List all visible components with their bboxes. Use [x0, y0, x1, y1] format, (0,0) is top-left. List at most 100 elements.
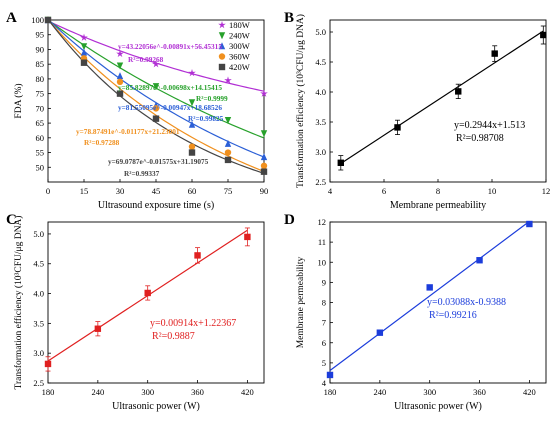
x-tick-label: 240 [91, 387, 104, 397]
y-tick-label: 4.5 [315, 57, 326, 67]
fit-r2-240W: R²=0.9999 [196, 94, 228, 103]
x-axis-label: Ultrasonic power (W) [112, 401, 200, 412]
x-tick-label: 420 [241, 387, 254, 397]
y-axis-label: Transformation efficiency (10³CFU/μg DNA… [13, 216, 24, 390]
data-point [244, 233, 251, 241]
fit-r2-420W: R²=0.99337 [124, 169, 160, 178]
data-point-360W [152, 105, 160, 112]
legend-marker-300W [218, 42, 226, 50]
x-tick-label: 45 [152, 186, 161, 196]
y-tick-label: 11 [318, 237, 326, 247]
data-point-240W [152, 83, 160, 91]
fit-r2-360W: R²=0.97288 [84, 138, 120, 147]
fit-r2-300W: R²=0.99825 [188, 114, 224, 123]
y-tick-label: 85 [36, 59, 45, 69]
y-tick-label: 9 [322, 277, 326, 287]
data-point-180W [260, 89, 268, 97]
data-point [491, 50, 498, 57]
y-tick-label: 3.0 [315, 147, 326, 157]
data-point [476, 257, 483, 264]
x-tick-label: 360 [191, 387, 204, 397]
y-tick-label: 6 [322, 338, 326, 348]
fit-r2-180W: R²=0.99268 [128, 55, 164, 64]
data-point-180W [152, 60, 160, 68]
y-tick-label: 10 [318, 257, 327, 267]
fit-line [329, 220, 530, 372]
x-tick-label: 12 [542, 186, 550, 196]
legend-marker-420W [218, 63, 226, 71]
data-point-420W [188, 149, 196, 156]
data-point-300W [80, 48, 88, 56]
x-axis-label: Membrane permeability [390, 200, 486, 211]
data-point [426, 284, 433, 291]
y-tick-label: 3.5 [33, 318, 44, 328]
y-tick-label: 60 [36, 133, 45, 143]
y-tick-label: 4 [322, 378, 327, 388]
y-tick-label: 55 [36, 148, 45, 158]
data-point-240W [188, 99, 196, 107]
data-point [144, 289, 151, 297]
y-tick-label: 80 [36, 74, 45, 84]
x-tick-label: 30 [116, 186, 125, 196]
fit-equation: y=0.00914x+1.22367 [150, 318, 236, 329]
data-point-180W [224, 76, 232, 84]
data-point [326, 371, 334, 379]
x-axis-label: Ultrasonic power (W) [394, 401, 482, 412]
y-tick-label: 12 [318, 217, 327, 227]
y-tick-label: 4.0 [315, 87, 326, 97]
data-point-180W [188, 69, 196, 77]
y-tick-label: 4.0 [33, 289, 44, 299]
y-tick-label: 5.0 [33, 229, 44, 239]
y-tick-label: 4.5 [33, 259, 44, 269]
x-tick-label: 240 [373, 387, 386, 397]
y-tick-label: 3.0 [33, 348, 44, 358]
data-point-300W [260, 153, 268, 161]
data-point [94, 325, 102, 332]
y-tick-label: 90 [36, 44, 45, 54]
data-point [194, 252, 201, 259]
y-tick-label: 2.5 [315, 177, 326, 187]
y-tick-label: 70 [36, 103, 45, 113]
data-point-360W [260, 162, 268, 169]
x-tick-label: 180 [42, 387, 55, 397]
y-tick-label: 95 [36, 30, 45, 40]
x-tick-label: 90 [260, 186, 269, 196]
x-tick-label: 360 [473, 387, 486, 397]
y-axis-label: FDA (%) [13, 83, 24, 118]
x-tick-label: 6 [382, 186, 386, 196]
x-tick-label: 8 [436, 186, 440, 196]
x-axis-label: Ultrasound exposure time (s) [98, 200, 214, 211]
fit-equation: y=0.03088x-0.9388 [427, 297, 506, 308]
data-point-180W [80, 33, 88, 41]
panel-letter-b: B [284, 10, 294, 26]
x-tick-label: 420 [523, 387, 536, 397]
data-point-420W [80, 59, 88, 66]
y-tick-label: 75 [36, 89, 45, 99]
fit-r2: R²=0.9887 [152, 331, 195, 342]
panel-d-permeability-vs-power: 180 240 300 360 420 4 5 6 7 8 9 10 11 12 Ultrasonic po… [296, 217, 547, 412]
data-point-240W [116, 62, 124, 70]
data-point-360W [224, 149, 232, 156]
data-point-420W [260, 168, 268, 175]
x-tick-label: 300 [141, 387, 154, 397]
x-tick-label: 60 [188, 186, 197, 196]
data-point-420W [224, 156, 232, 164]
legend-label-240W: 240W [229, 31, 250, 41]
x-tick-label: 180 [324, 387, 337, 397]
data-point-420W [44, 16, 52, 24]
fit-equation-180W: y=43.22056e^-0.00891x+56.45315 [118, 42, 222, 51]
x-tick-label: 75 [224, 186, 233, 196]
data-point-240W [260, 130, 268, 138]
legend-label-300W: 300W [229, 41, 250, 51]
x-tick-label: 10 [488, 186, 497, 196]
y-tick-label: 50 [36, 162, 45, 172]
data-point [376, 329, 384, 336]
fit-equation-240W: y=85.82897e^-0.00698x+14.15415 [118, 83, 222, 92]
x-tick-label: 4 [328, 186, 333, 196]
plot-frame [47, 221, 265, 384]
panel-a-fda-chart: 0 15 30 45 60 75 90 50 55 60 65 70 75 80 85 90 95 100 Ultr… [13, 15, 268, 211]
y-tick-label: 65 [36, 118, 45, 128]
y-tick-label: 3.5 [315, 117, 326, 127]
x-tick-label: 15 [80, 186, 89, 196]
